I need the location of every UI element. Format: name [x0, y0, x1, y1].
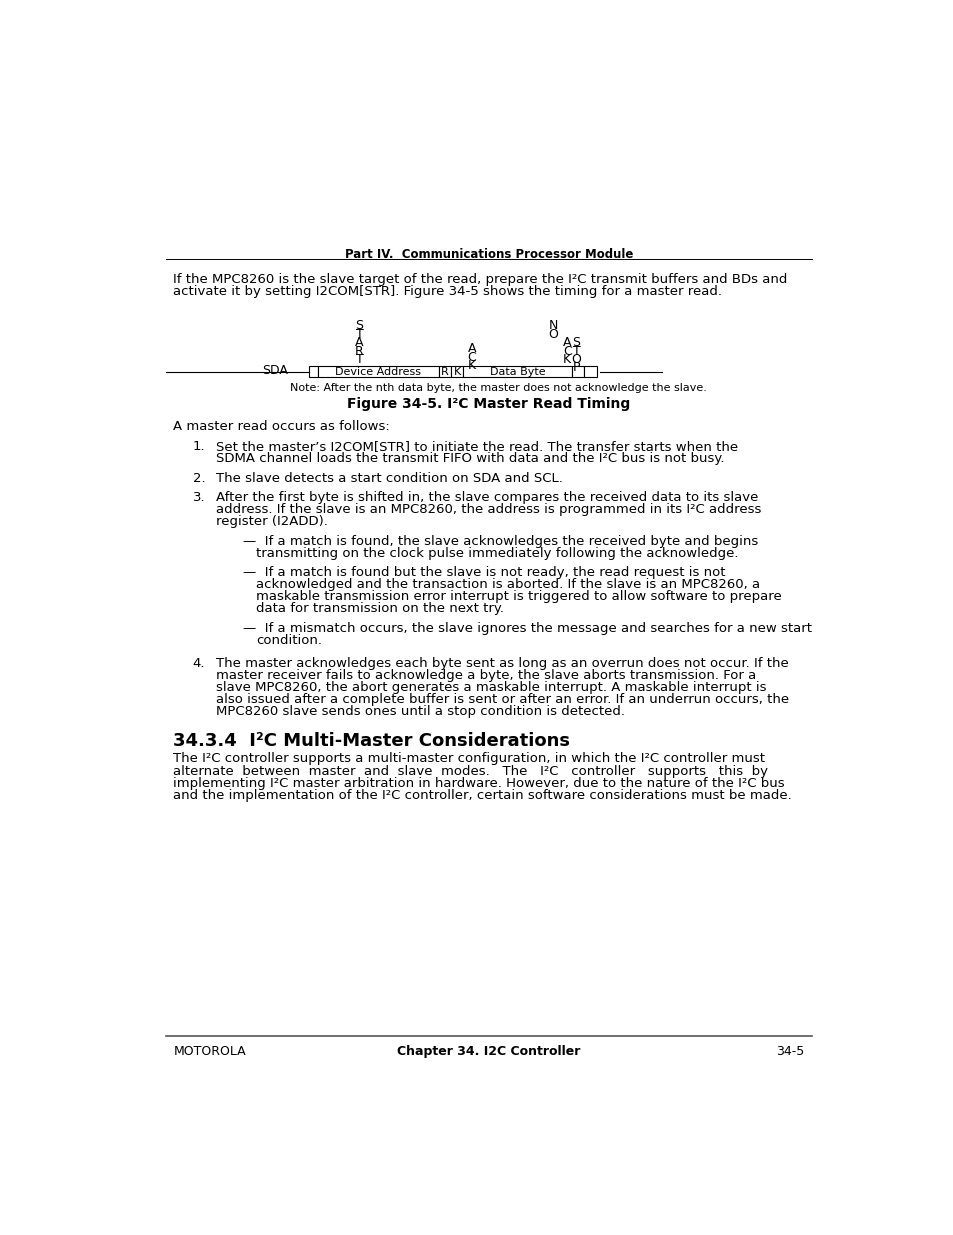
Text: A: A: [562, 336, 571, 350]
Text: also issued after a complete buffer is sent or after an error. If an underrun oc: also issued after a complete buffer is s…: [216, 693, 788, 706]
Text: master receiver fails to acknowledge a byte, the slave aborts transmission. For : master receiver fails to acknowledge a b…: [216, 669, 756, 682]
Text: condition.: condition.: [256, 634, 322, 647]
Text: data for transmission on the next try.: data for transmission on the next try.: [256, 603, 504, 615]
Text: C: C: [467, 351, 476, 364]
Text: transmitting on the clock pulse immediately following the acknowledge.: transmitting on the clock pulse immediat…: [256, 547, 739, 559]
Text: C: C: [562, 345, 571, 358]
Text: —  If a match is found but the slave is not ready, the read request is not: — If a match is found but the slave is n…: [243, 567, 725, 579]
Text: Set the master’s I2COM[STR] to initiate the read. The transfer starts when the: Set the master’s I2COM[STR] to initiate …: [216, 440, 738, 453]
Bar: [309, 366, 318, 377]
Text: K: K: [453, 367, 460, 377]
Text: and the implementation of the I²C controller, certain software considerations mu: and the implementation of the I²C contro…: [173, 789, 791, 803]
Text: slave MPC8260, the abort generates a maskable interrupt. A maskable interrupt is: slave MPC8260, the abort generates a mas…: [216, 680, 766, 694]
Text: Figure 34-5. I²C Master Read Timing: Figure 34-5. I²C Master Read Timing: [347, 396, 630, 411]
Text: alternate  between  master  and  slave  modes.   The   I²C   controller   suppor: alternate between master and slave modes…: [173, 764, 768, 778]
Text: T: T: [355, 353, 363, 366]
Text: A: A: [355, 336, 363, 350]
Text: SDA: SDA: [262, 364, 288, 377]
Text: O: O: [571, 353, 580, 366]
Text: K: K: [562, 353, 571, 366]
Text: Device Address: Device Address: [335, 367, 420, 377]
Text: The master acknowledges each byte sent as long as an overrun does not occur. If : The master acknowledges each byte sent a…: [216, 657, 788, 671]
Bar: [318, 366, 438, 377]
Text: —  If a mismatch occurs, the slave ignores the message and searches for a new st: — If a mismatch occurs, the slave ignore…: [243, 621, 811, 635]
Text: N: N: [548, 319, 558, 332]
Bar: [583, 366, 596, 377]
Text: MPC8260 slave sends ones until a stop condition is detected.: MPC8260 slave sends ones until a stop co…: [216, 705, 624, 718]
Text: After the first byte is shifted in, the slave compares the received data to its : After the first byte is shifted in, the …: [216, 492, 758, 504]
Text: 3.: 3.: [193, 492, 205, 504]
Text: MOTOROLA: MOTOROLA: [173, 1045, 246, 1058]
Text: implementing I²C master arbitration in hardware. However, due to the nature of t: implementing I²C master arbitration in h…: [173, 777, 784, 790]
Text: T: T: [355, 327, 363, 341]
Text: acknowledged and the transaction is aborted. If the slave is an MPC8260, a: acknowledged and the transaction is abor…: [256, 578, 760, 592]
Text: If the MPC8260 is the slave target of the read, prepare the I²C transmit buffers: If the MPC8260 is the slave target of th…: [173, 273, 787, 287]
Text: O: O: [548, 327, 558, 341]
Text: 34.3.4  I²C Multi-Master Considerations: 34.3.4 I²C Multi-Master Considerations: [173, 732, 570, 750]
Text: 34-5: 34-5: [776, 1045, 803, 1058]
Text: A master read occurs as follows:: A master read occurs as follows:: [173, 420, 390, 433]
Text: register (I2ADD).: register (I2ADD).: [216, 515, 328, 529]
Text: Note: After the nth data byte, the master does not acknowledge the slave.: Note: After the nth data byte, the maste…: [290, 383, 706, 393]
Text: —  If a match is found, the slave acknowledges the received byte and begins: — If a match is found, the slave acknowl…: [243, 535, 758, 548]
Text: Part IV.  Communications Processor Module: Part IV. Communications Processor Module: [344, 248, 633, 262]
Text: K: K: [467, 359, 476, 372]
Text: P: P: [572, 362, 579, 374]
Bar: [451, 366, 463, 377]
Text: Chapter 34. I2C Controller: Chapter 34. I2C Controller: [396, 1045, 580, 1058]
Text: activate it by setting I2COM[STR]. Figure 34-5 shows the timing for a master rea: activate it by setting I2COM[STR]. Figur…: [173, 285, 721, 299]
Text: S: S: [355, 319, 363, 332]
Text: 2.: 2.: [193, 472, 205, 484]
Text: Data Byte: Data Byte: [489, 367, 545, 377]
Bar: [571, 366, 583, 377]
Text: SDMA channel loads the transmit FIFO with data and the I²C bus is not busy.: SDMA channel loads the transmit FIFO wit…: [216, 452, 724, 464]
Text: S: S: [572, 336, 579, 350]
Text: The slave detects a start condition on SDA and SCL.: The slave detects a start condition on S…: [216, 472, 562, 484]
Text: 1.: 1.: [193, 440, 205, 453]
Bar: [438, 366, 451, 377]
Bar: [463, 366, 571, 377]
Text: address. If the slave is an MPC8260, the address is programmed in its I²C addres: address. If the slave is an MPC8260, the…: [216, 503, 760, 516]
Text: R: R: [355, 345, 363, 358]
Text: A: A: [467, 342, 476, 356]
Text: The I²C controller supports a multi-master configuration, in which the I²C contr: The I²C controller supports a multi-mast…: [173, 752, 764, 766]
Text: 4.: 4.: [193, 657, 205, 671]
Text: R: R: [440, 367, 448, 377]
Text: maskable transmission error interrupt is triggered to allow software to prepare: maskable transmission error interrupt is…: [256, 590, 781, 603]
Text: T: T: [572, 345, 579, 358]
